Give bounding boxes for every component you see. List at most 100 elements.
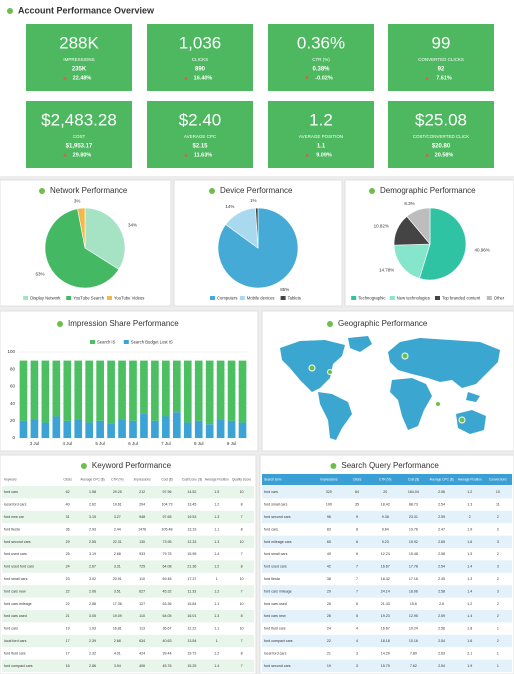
column-header: CTR (%) [379, 477, 391, 481]
table-cell: 11 [496, 503, 500, 507]
bar-segment [63, 420, 72, 438]
bar-segment [162, 360, 170, 417]
table-cell: 725 [139, 565, 145, 569]
table-cell: 1 [497, 627, 499, 631]
table-cell: 8 [356, 527, 358, 531]
table-cell: 29 [327, 589, 331, 593]
legend-label: New technologies [397, 295, 430, 300]
bar-segment [227, 360, 236, 421]
x-tick-label: 3 Jul [30, 441, 40, 446]
table-cell: 8 [241, 527, 243, 531]
kpi-label: CLICKS [192, 57, 208, 62]
column-header: Cost/Conv. ($) [182, 477, 202, 481]
table-cell: 25 [66, 552, 70, 556]
table-cell: 7 [241, 515, 243, 519]
table-cell: 28 [327, 602, 331, 606]
legend-label: Computers [217, 295, 237, 300]
kpi-previous: 890 [195, 67, 206, 73]
table-cell: 21 [66, 614, 70, 618]
table-cell: 21 [327, 651, 331, 655]
table-cell: 9 [356, 515, 358, 519]
table-cell: 18.06 [409, 589, 418, 593]
column-header: Average CPC ($) [429, 477, 453, 481]
chart-title: Device Performance [220, 186, 293, 195]
world-map [280, 336, 500, 440]
bar-segment [194, 360, 203, 421]
table-cell: ford cars used [264, 602, 287, 606]
table-cell: ford fiesta [4, 527, 20, 531]
table-cell: 2.86 [89, 664, 96, 668]
table-cell: 17.16 [409, 577, 418, 581]
table-cell: ford small cars [264, 503, 288, 507]
kpi-label: AVERAGE CPC [184, 134, 217, 139]
table-cell: 1.5 [214, 490, 219, 494]
table-cell: 45.76 [163, 664, 172, 668]
table-cell: 3.51 [114, 589, 121, 593]
table-cell: 14.52 [187, 490, 196, 494]
table-cell: 15.92 [409, 540, 418, 544]
column-header: Impressions [320, 477, 338, 481]
table-cell: 4 [356, 639, 358, 643]
table-cell: 2.6 [439, 602, 444, 606]
slice-label: 8.3% [404, 201, 414, 206]
column-header: Impressions [134, 477, 152, 481]
table-cell: 5 [356, 614, 358, 618]
eurasia [388, 338, 500, 388]
table-cell: 97.65 [163, 515, 172, 519]
table-cell: 16.81 [113, 627, 122, 631]
table-cell: 2.68 [114, 552, 121, 556]
table-cell: 23.31 [409, 515, 418, 519]
table-cell: 1.2 [214, 503, 219, 507]
table-cell: 79.75 [163, 552, 172, 556]
chart-title: Impression Share Performance [68, 319, 179, 328]
table-cell: 2.88 [89, 602, 96, 606]
kpi-label: AVERAGE POSITION [299, 134, 343, 139]
title-dot [39, 188, 45, 194]
table-row-stripe [262, 634, 512, 648]
bar-segment [183, 360, 192, 423]
table-cell: 1.2 [214, 565, 219, 569]
x-tick-label: 6 Jul [128, 441, 138, 446]
bar-segment [30, 419, 39, 438]
bar-segment [205, 424, 214, 438]
table-cell: 13.19 [187, 527, 196, 531]
legend-swatch [389, 296, 395, 300]
legend-swatch [239, 296, 245, 300]
bar-segment [41, 422, 50, 438]
table-cell: 2.58 [438, 589, 445, 593]
bar-segment [96, 420, 104, 438]
table-cell: 16.67 [381, 565, 390, 569]
table-cell: 1.6 [467, 540, 472, 544]
table-cell: ford new car [4, 515, 25, 519]
table-cell: 15.6 [410, 602, 417, 606]
table-cell: 2.54 [438, 503, 445, 507]
table-row-stripe [262, 510, 512, 524]
legend-swatch [90, 340, 95, 344]
slice-label: 14% [225, 204, 234, 209]
table-cell: 7 [356, 577, 358, 581]
bar-segment [151, 360, 159, 421]
y-tick-label: 0 [12, 435, 15, 440]
table-cell: 10.16 [409, 639, 418, 643]
y-tick-label: 20 [10, 418, 16, 423]
table-cell: 22 [327, 639, 331, 643]
table-cell: 42 [327, 565, 331, 569]
bar-segment [140, 360, 148, 414]
title-dot [7, 8, 13, 14]
table-cell: 1.8 [467, 627, 472, 631]
table-cell: 4.01 [114, 651, 121, 655]
bar-segment [216, 360, 225, 420]
table-cell: 1.58 [89, 490, 96, 494]
table-cell: 2.32 [89, 651, 96, 655]
table-row-stripe [2, 560, 254, 573]
bar-segment [118, 419, 126, 438]
table-cell: ford second cars [264, 664, 291, 668]
table-cell: 12.95 [409, 614, 418, 618]
column-header: CTR (%) [111, 477, 123, 481]
table-cell: 1.2 [467, 602, 472, 606]
pie-slice [393, 243, 431, 279]
table-cell: local ford cars [4, 639, 27, 643]
table-cell: 88.73 [409, 503, 418, 507]
table-cell: 1.1 [214, 602, 219, 606]
table-cell: 3.19 [89, 552, 96, 556]
